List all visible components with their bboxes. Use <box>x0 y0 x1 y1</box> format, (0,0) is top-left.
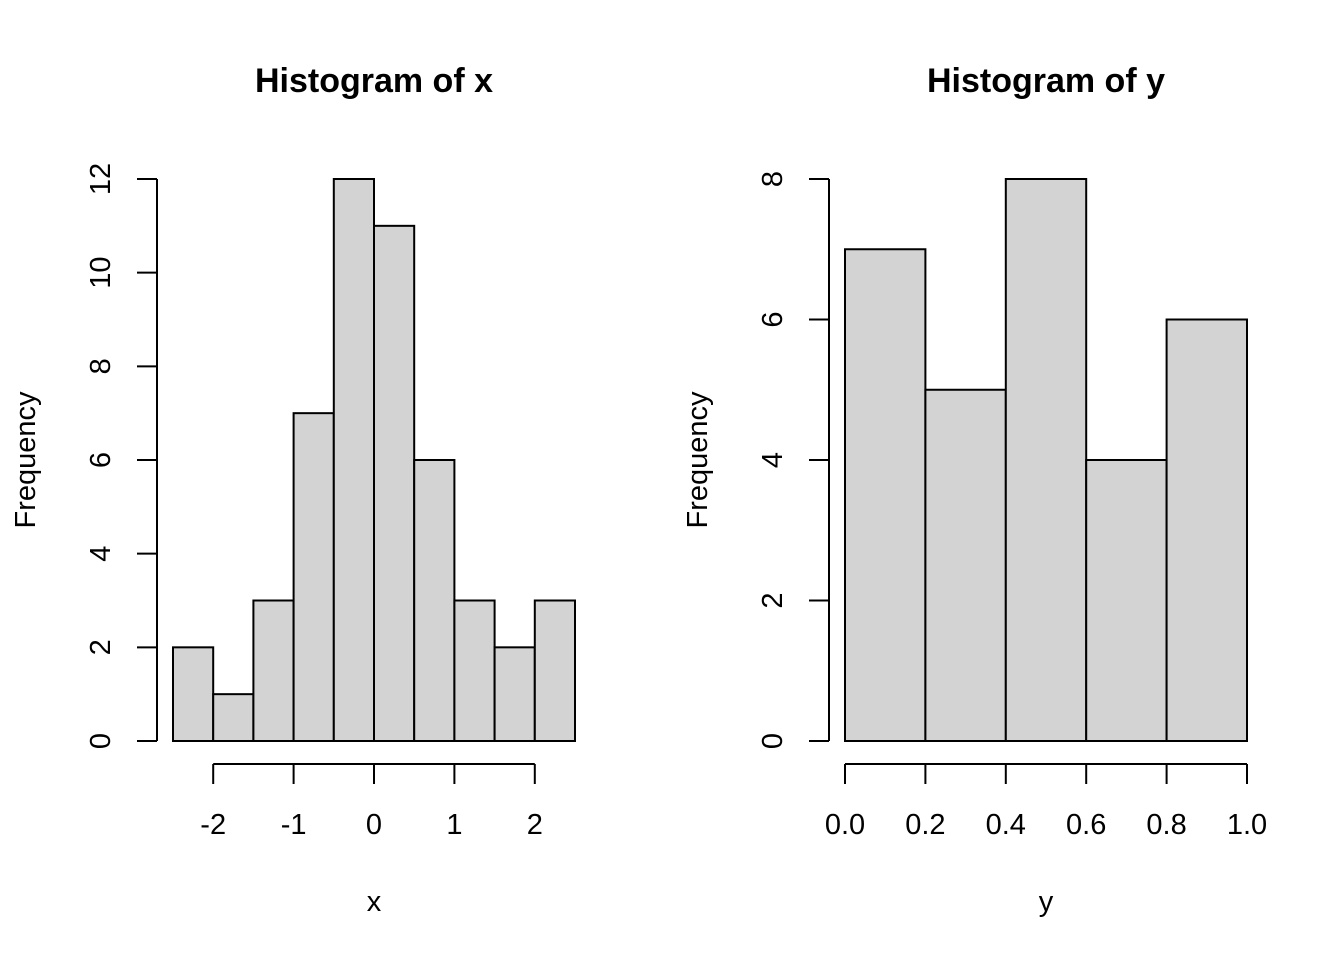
histogram-bar <box>844 248 927 742</box>
y-tick-label: 6 <box>757 311 789 327</box>
y-tick-label: 8 <box>757 171 789 187</box>
histogram-bar <box>292 412 335 742</box>
y-tick-label: 2 <box>85 639 117 655</box>
histogram-bar <box>1004 178 1088 742</box>
chart-title: Histogram of x <box>255 62 493 100</box>
x-tick-label: 0.6 <box>1066 809 1106 841</box>
y-tick-label: 6 <box>85 452 117 468</box>
y-axis: 0 2 4 6 8 10 12 <box>85 163 158 749</box>
x-axis: 0.0 0.2 0.4 0.6 0.8 1.0 <box>825 763 1267 841</box>
x-tick-label: 0 <box>366 809 382 841</box>
histogram-x-panel: Histogram of x x Frequency -2 -1 0 1 2 02468… <box>10 62 576 918</box>
bars <box>172 178 576 743</box>
x-tick-label: -1 <box>281 809 307 841</box>
x-tick-label: 1 <box>446 809 462 841</box>
y-tick-label: 4 <box>85 546 117 562</box>
y-tick-label: 0 <box>757 733 789 749</box>
y-axis-label: Frequency <box>682 391 714 529</box>
histogram-bar <box>1165 318 1248 742</box>
x-tick-label: 1.0 <box>1227 809 1267 841</box>
x-axis: -2 -1 0 1 2 <box>200 763 543 841</box>
x-axis-label: y <box>1039 886 1054 918</box>
y-tick-label: 2 <box>757 592 789 608</box>
histogram-bar <box>1085 459 1168 742</box>
y-tick-label: 4 <box>757 452 789 468</box>
x-tick-label: 0.8 <box>1146 809 1186 841</box>
histogram-bar <box>212 693 255 743</box>
histogram-bar <box>493 646 536 742</box>
y-tick-label: 8 <box>85 358 117 374</box>
histogram-bar <box>413 459 456 742</box>
x-tick-label: 0.4 <box>986 809 1026 841</box>
x-tick-label: 2 <box>527 809 543 841</box>
histogram-bar <box>453 599 496 742</box>
y-tick-label: 0 <box>85 733 117 749</box>
x-tick-label: 0.0 <box>825 809 865 841</box>
y-axis-label: Frequency <box>10 391 42 529</box>
chart-title: Histogram of y <box>927 62 1165 100</box>
y-tick-label: 12 <box>85 163 117 195</box>
y-axis: 0 2 4 6 8 <box>757 171 830 749</box>
x-tick-label: -2 <box>200 809 226 841</box>
histogram-bar <box>252 599 295 742</box>
histogram-bar <box>332 178 375 742</box>
histogram-y-panel: Histogram of y y Frequency 0.0 0.2 0.4 0.6 0… <box>682 62 1267 918</box>
histogram-bar <box>373 224 416 743</box>
histogram-bar <box>172 646 215 742</box>
x-axis-label: x <box>367 886 382 918</box>
histogram-bar <box>533 599 576 742</box>
histogram-bar <box>924 388 1007 742</box>
bars <box>844 178 1248 742</box>
y-tick-label: 10 <box>85 257 117 289</box>
x-tick-label: 0.2 <box>905 809 945 841</box>
